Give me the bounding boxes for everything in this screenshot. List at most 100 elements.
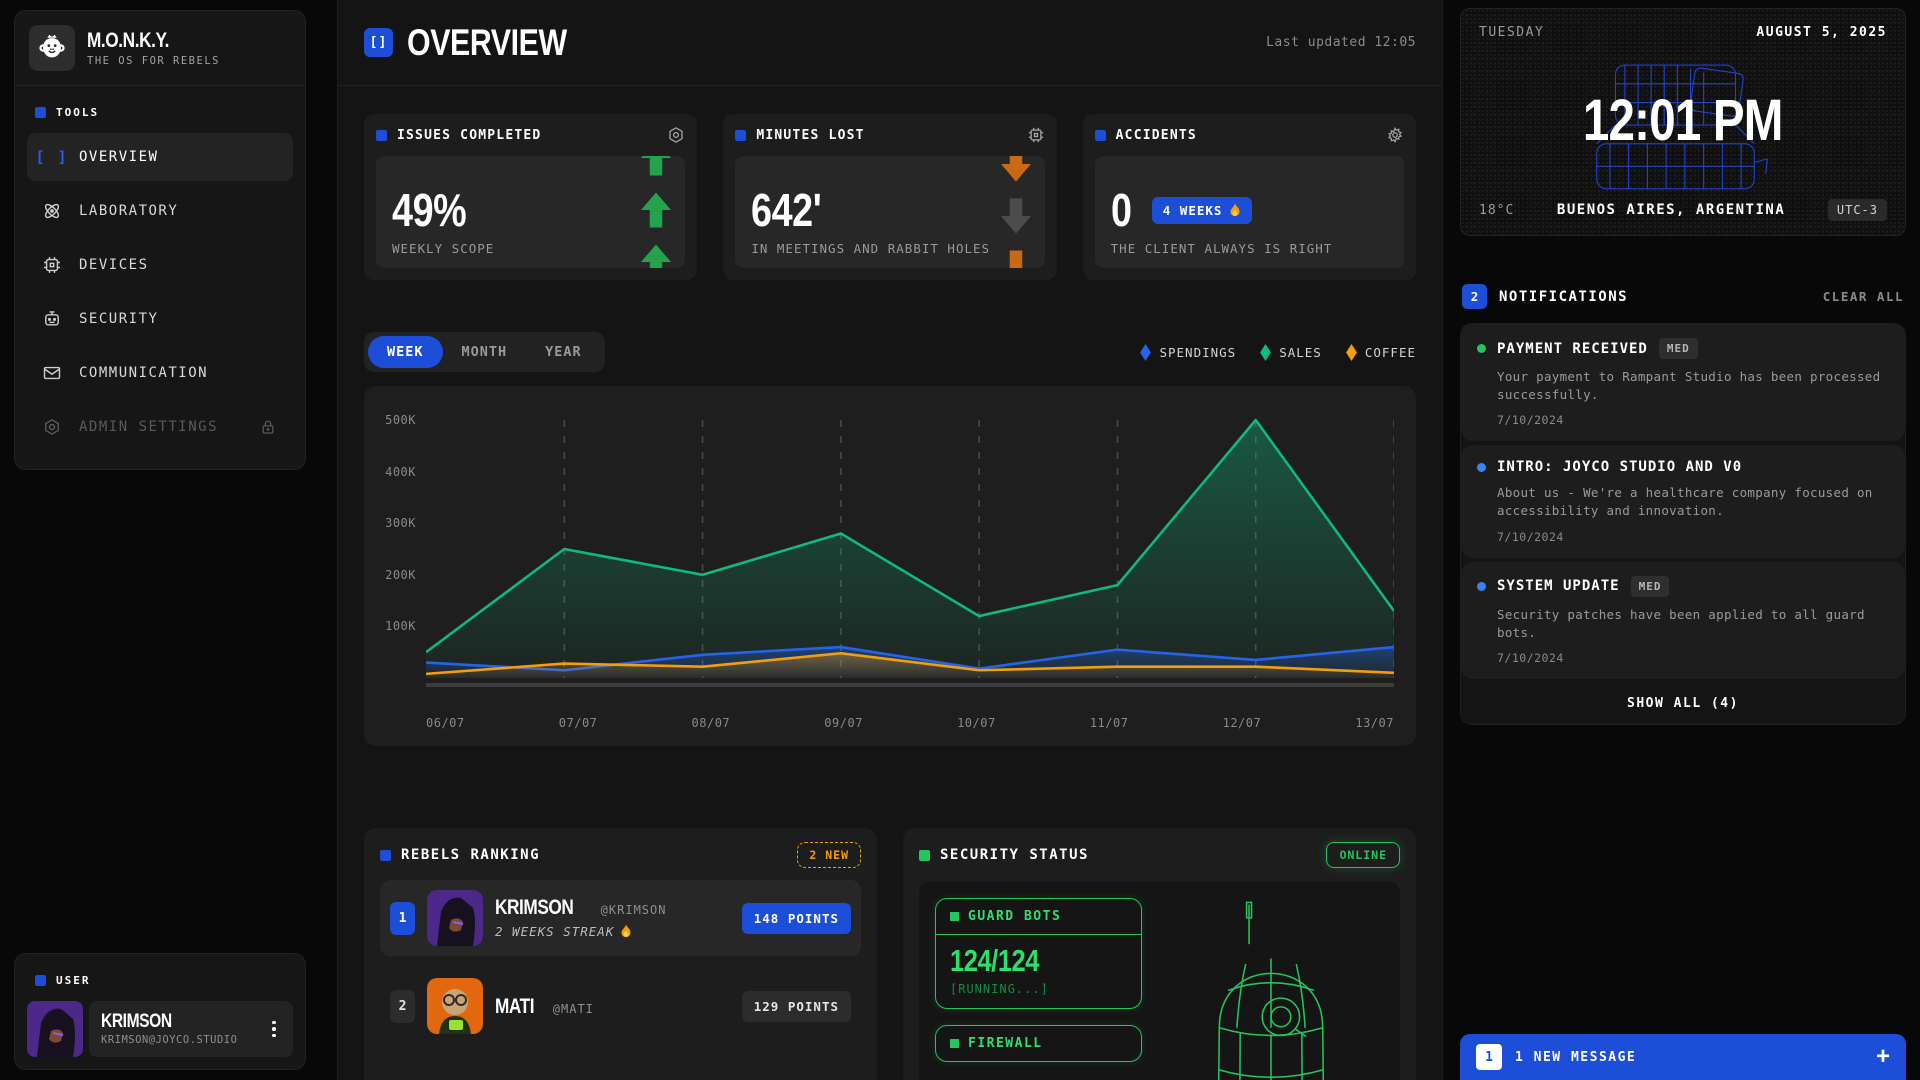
x-tick: 09/07 xyxy=(824,716,863,730)
y-tick: 400K xyxy=(385,465,416,479)
ranking-row-2[interactable]: 2 MATI xyxy=(380,968,861,1044)
tab-week[interactable]: WEEK xyxy=(368,336,443,368)
brand-tagline: THE OS FOR REBELS xyxy=(87,55,220,67)
rank-handle: @KRIMSON xyxy=(601,903,667,917)
guard-bots-status: [RUNNING...] xyxy=(950,982,1127,996)
user-texts: KRIMSON KRIMSON@JOYCO.STUDIO xyxy=(101,1012,267,1047)
priority-tag: MED xyxy=(1631,576,1670,597)
notifications-header: 2 NOTIFICATIONS CLEAR ALL xyxy=(1460,284,1906,309)
right-sidebar: TUESDAY AUGUST 5, 2025 12:01 PM 18°C BUE… xyxy=(1460,0,1906,1080)
stat-caption: THE CLIENT ALWAYS IS RIGHT xyxy=(1111,241,1388,256)
clear-all-button[interactable]: CLEAR ALL xyxy=(1823,289,1904,304)
sidebar-item-label: DEVICES xyxy=(79,257,149,273)
clock-day: TUESDAY xyxy=(1479,25,1544,40)
section-tools-label: TOOLS xyxy=(56,106,99,119)
show-all-button[interactable]: SHOW ALL (4) xyxy=(1461,683,1905,722)
clock-temperature: 18°C xyxy=(1479,203,1514,218)
new-badge: 2 NEW xyxy=(797,842,861,868)
atom-icon xyxy=(41,200,63,222)
overview-badge-icon: [] xyxy=(364,28,393,57)
notification-payment-received[interactable]: PAYMENT RECEIVED MED Your payment to Ram… xyxy=(1461,324,1905,441)
tab-month[interactable]: MONTH xyxy=(443,336,527,368)
card-marker xyxy=(735,130,746,141)
guard-bots-box: GUARD BOTS 124/124 [RUNNING...] xyxy=(935,898,1142,1009)
legend-coffee[interactable]: COFFEE xyxy=(1346,344,1416,361)
notifications-list: PAYMENT RECEIVED MED Your payment to Ram… xyxy=(1460,323,1906,725)
sidebar-item-communication[interactable]: COMMUNICATION xyxy=(27,349,293,397)
green-marker xyxy=(950,912,959,921)
stat-caption: WEEKLY SCOPE xyxy=(392,241,669,256)
ranking-row-1[interactable]: 1 KRIMSON @KRIMSON xyxy=(380,880,861,956)
clock-time: 12:01 PM xyxy=(1583,87,1783,154)
user-name: KRIMSON xyxy=(101,1012,172,1032)
priority-tag: MED xyxy=(1659,338,1698,359)
brackets-icon: [ ] xyxy=(41,146,63,168)
tab-year[interactable]: YEAR xyxy=(526,336,601,368)
status-dot xyxy=(1477,463,1486,472)
user-avatar xyxy=(27,1001,83,1057)
sidebar-item-label: LABORATORY xyxy=(79,203,178,219)
avatar xyxy=(427,978,483,1034)
status-dot xyxy=(1477,582,1486,591)
section-user: USER xyxy=(27,966,293,991)
notification-system-update[interactable]: SYSTEM UPDATE MED Security patches have … xyxy=(1461,562,1905,679)
card-marker xyxy=(919,850,930,861)
stat-label: ISSUES COMPLETED xyxy=(397,128,541,143)
firewall-label: FIREWALL xyxy=(968,1036,1043,1051)
x-tick: 10/07 xyxy=(957,716,996,730)
area-chart xyxy=(426,406,1394,706)
last-updated: Last updated 12:05 xyxy=(1266,35,1416,50)
plus-icon[interactable]: + xyxy=(1876,1045,1890,1069)
rank-name: MATI xyxy=(495,996,534,1017)
user-card[interactable]: KRIMSON KRIMSON@JOYCO.STUDIO xyxy=(27,1001,293,1057)
legend-spendings[interactable]: SPENDINGS xyxy=(1140,344,1236,361)
kebab-menu-icon[interactable] xyxy=(267,1021,281,1038)
notification-title: SYSTEM UPDATE xyxy=(1497,578,1620,594)
legend-sales[interactable]: SALES xyxy=(1260,344,1322,361)
x-tick: 08/07 xyxy=(692,716,731,730)
stat-card-accidents: ACCIDENTS 0 4 WEEKS xyxy=(1083,114,1416,280)
notification-title: PAYMENT RECEIVED xyxy=(1497,341,1648,357)
bottom-row: REBELS RANKING 2 NEW 1 xyxy=(364,828,1416,1080)
message-count-badge: 1 xyxy=(1476,1044,1502,1070)
stat-value: 49% xyxy=(392,187,619,233)
section-user-label: USER xyxy=(56,974,91,987)
hex-nut-icon[interactable] xyxy=(667,126,685,144)
section-marker xyxy=(35,107,46,118)
diamond-icon xyxy=(1140,344,1151,361)
diamond-icon xyxy=(1260,344,1271,361)
online-badge: ONLINE xyxy=(1326,842,1400,868)
status-dot xyxy=(1477,344,1486,353)
x-tick: 13/07 xyxy=(1355,716,1394,730)
user-email: KRIMSON@JOYCO.STUDIO xyxy=(101,1034,267,1046)
chip-icon[interactable] xyxy=(1027,126,1045,144)
rebels-ranking-panel: REBELS RANKING 2 NEW 1 xyxy=(364,828,877,1080)
security-title: SECURITY STATUS xyxy=(940,847,1089,863)
chip-icon xyxy=(41,254,63,276)
stat-value: 0 xyxy=(1111,187,1132,233)
sidebar-item-laboratory[interactable]: LABORATORY xyxy=(27,187,293,235)
chart-panel: 100K200K300K400K500K 06/0707/0708/0709/0… xyxy=(364,386,1416,746)
clock-location: BUENOS AIRES, ARGENTINA xyxy=(1557,202,1785,218)
rank-name: KRIMSON xyxy=(495,897,573,918)
notification-date: 7/10/2024 xyxy=(1497,651,1889,665)
sidebar-item-admin-settings[interactable]: ADMIN SETTINGS xyxy=(27,403,293,451)
notification-date: 7/10/2024 xyxy=(1497,530,1889,544)
notification-intro[interactable]: INTRO: JOYCO STUDIO AND V0 About us - We… xyxy=(1461,445,1905,557)
gear-burst-icon[interactable] xyxy=(1386,126,1404,144)
diamond-icon xyxy=(1346,344,1357,361)
sidebar-item-devices[interactable]: DEVICES xyxy=(27,241,293,289)
new-message-bar[interactable]: 1 1 NEW MESSAGE + xyxy=(1460,1034,1906,1080)
clock-timezone-chip: UTC-3 xyxy=(1828,199,1887,221)
stat-card-minutes: MINUTES LOST 642' IN MEETINGS AND RABBIT… xyxy=(723,114,1056,280)
sidebar-item-security[interactable]: SECURITY xyxy=(27,295,293,343)
x-tick: 07/07 xyxy=(559,716,598,730)
legend-label: SPENDINGS xyxy=(1159,345,1236,360)
stat-body: 49% WEEKLY SCOPE xyxy=(376,156,685,268)
points-pill: 148 POINTS xyxy=(742,903,851,934)
notification-title: INTRO: JOYCO STUDIO AND V0 xyxy=(1497,459,1742,475)
sidebar-item-overview[interactable]: [ ] OVERVIEW xyxy=(27,133,293,181)
rank-handle: @MATI xyxy=(553,1002,594,1016)
notification-body: Your payment to Rampant Studio has been … xyxy=(1497,368,1889,404)
notification-body: Security patches have been applied to al… xyxy=(1497,606,1889,642)
